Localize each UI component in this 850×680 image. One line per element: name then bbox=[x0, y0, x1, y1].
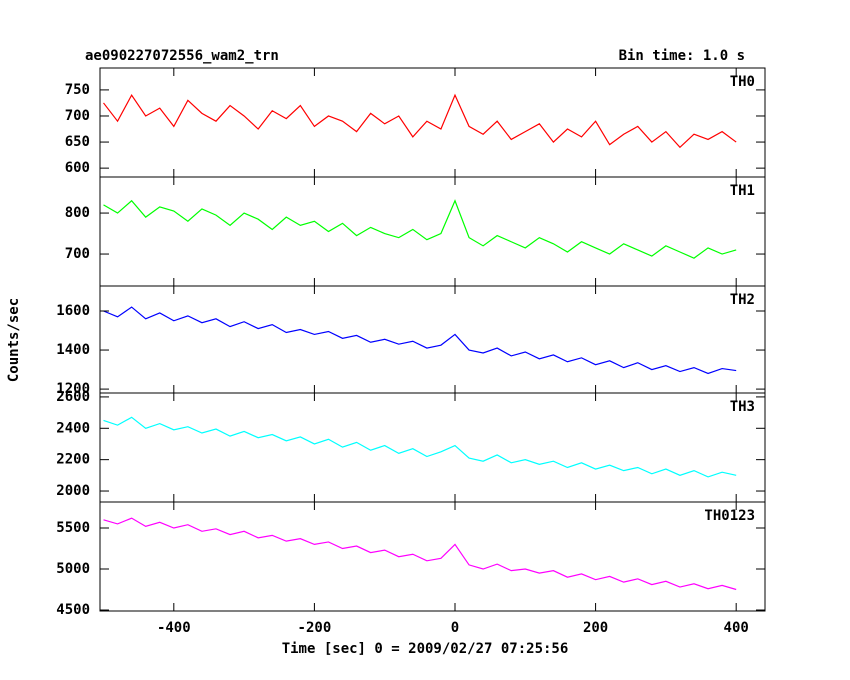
light-curve bbox=[103, 199, 737, 259]
light-curve bbox=[103, 306, 737, 375]
light-curve bbox=[103, 416, 737, 478]
y-tick-label: 5500 bbox=[56, 520, 90, 536]
panel-frame bbox=[99, 501, 766, 612]
y-tick-label: 600 bbox=[65, 160, 90, 176]
x-tick-label: 400 bbox=[724, 620, 749, 636]
y-tick-label: 650 bbox=[65, 134, 90, 150]
x-axis-label: Time [sec] 0 = 2009/02/27 07:25:56 bbox=[282, 641, 569, 657]
panel-label: TH0123 bbox=[704, 508, 755, 524]
x-tick-label: -400 bbox=[157, 620, 191, 636]
panel-label: TH3 bbox=[730, 399, 755, 415]
x-tick-label: 200 bbox=[583, 620, 608, 636]
y-tick-label: 2600 bbox=[56, 389, 90, 405]
y-tick-label: 1600 bbox=[56, 303, 90, 319]
panel-frame bbox=[99, 67, 766, 178]
y-tick-label: 1200 bbox=[56, 381, 90, 397]
panel-frame bbox=[99, 392, 766, 503]
y-tick-label: 700 bbox=[65, 246, 90, 262]
y-tick-label: 800 bbox=[65, 205, 90, 221]
light-curve bbox=[103, 93, 737, 149]
panel-frame bbox=[99, 285, 766, 394]
bin-time: Bin time: 1.0 s bbox=[619, 48, 745, 64]
y-tick-label: 2400 bbox=[56, 420, 90, 436]
x-tick-label: 0 bbox=[451, 620, 459, 636]
y-tick-label: 700 bbox=[65, 108, 90, 124]
y-tick-label: 750 bbox=[65, 82, 90, 98]
x-tick-label: -200 bbox=[298, 620, 332, 636]
panel-frame bbox=[99, 176, 766, 287]
y-tick-label: 4500 bbox=[56, 602, 90, 618]
y-tick-label: 2000 bbox=[56, 483, 90, 499]
panel-label: TH0 bbox=[730, 74, 755, 90]
panel-label: TH1 bbox=[730, 183, 755, 199]
y-tick-label: 2200 bbox=[56, 452, 90, 468]
y-tick-label: 5000 bbox=[56, 561, 90, 577]
chart-title: ae090227072556_wam2_trn bbox=[85, 48, 279, 64]
y-tick-label: 1400 bbox=[56, 342, 90, 358]
y-axis-label: Counts/sec bbox=[6, 298, 22, 382]
light-curve bbox=[103, 517, 737, 591]
panel-label: TH2 bbox=[730, 292, 755, 308]
